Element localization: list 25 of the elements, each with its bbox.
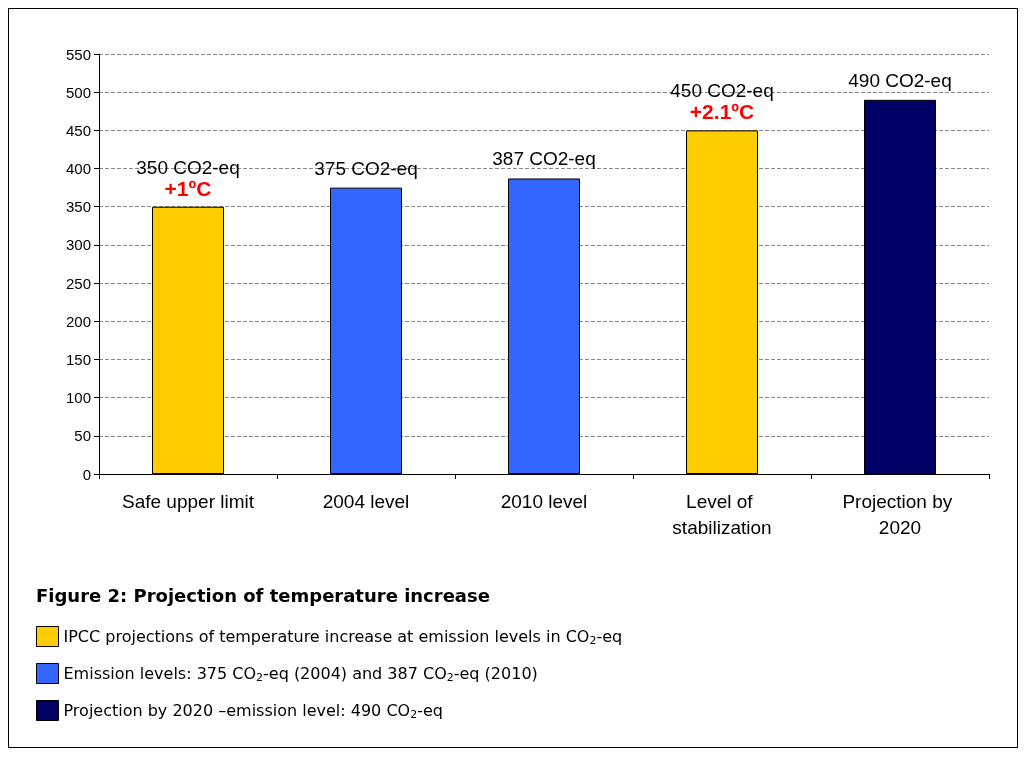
y-tick-label: 550 [65, 45, 91, 63]
y-tick-label: 100 [65, 389, 91, 407]
y-tick-label: 350 [65, 198, 91, 216]
data-label: 387 CO2-eq [492, 148, 596, 170]
y-tick-label: 0 [82, 465, 91, 483]
y-tick-label: 250 [65, 274, 91, 292]
y-tick-label: 300 [65, 236, 91, 254]
x-tick-label: Safe upper limit [121, 490, 255, 512]
annotation: +2.1ºC [689, 100, 755, 124]
x-tick-label: 2004 level [322, 490, 410, 512]
y-tick-label: 450 [65, 121, 91, 139]
y-tick-label: 200 [65, 312, 91, 330]
data-label: 375 CO2-eq [314, 157, 418, 179]
y-tick-label: 400 [65, 160, 91, 178]
data-label: 350 CO2-eq [136, 156, 240, 178]
data-label: 490 CO2-eq [848, 69, 952, 91]
x-tick-label: 2010 level [500, 490, 588, 512]
annotation: +1ºC [164, 176, 212, 200]
text: Figure 2: Projection of temperature increase [36, 584, 490, 606]
data-label: 450 CO2-eq [670, 80, 774, 102]
x-tick-label: Level of stabilization [672, 490, 772, 538]
y-tick-label: 500 [65, 83, 91, 101]
x-tick-label: Projection by 2020 [842, 490, 958, 538]
y-tick-label: 150 [65, 350, 91, 368]
y-tick-label: 50 [74, 427, 91, 445]
